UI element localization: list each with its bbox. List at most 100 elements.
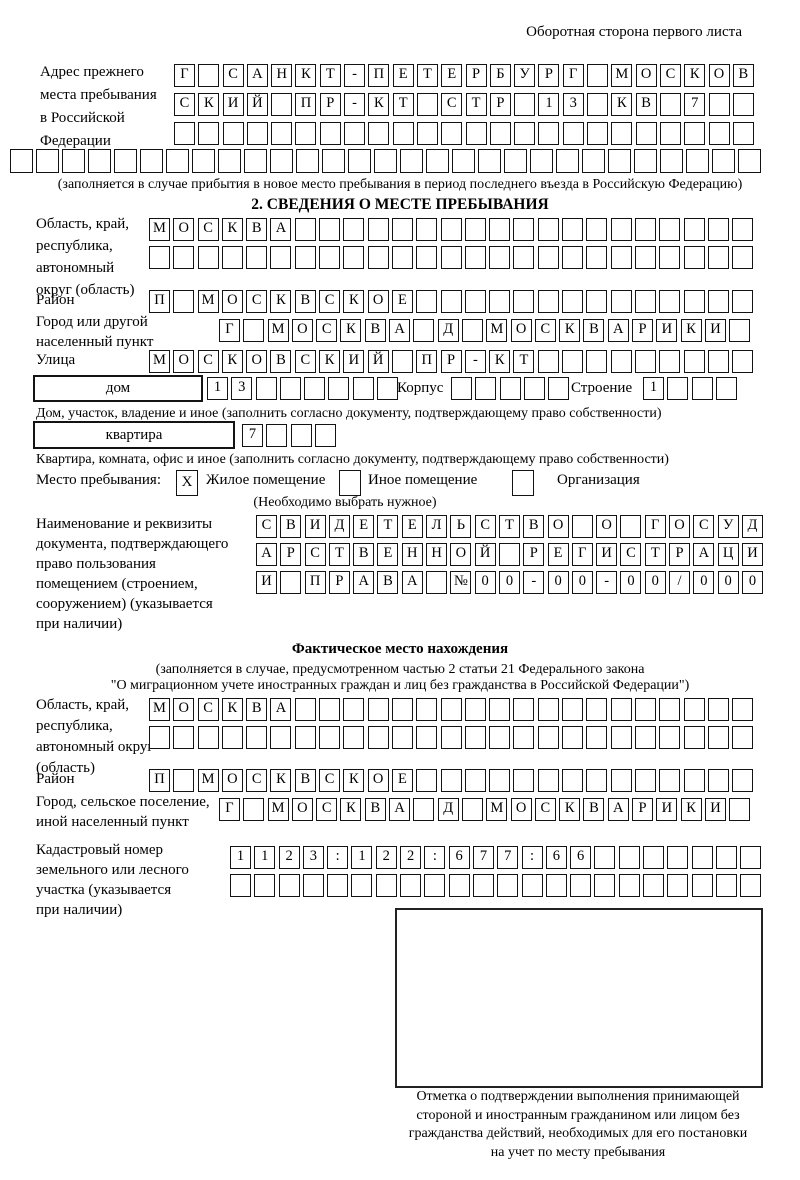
form-cell: О xyxy=(547,515,569,538)
form-cell xyxy=(659,769,681,792)
form-cell: : xyxy=(521,846,543,869)
inoe-label: Иное помещение xyxy=(368,472,478,488)
form-cell: И xyxy=(343,350,365,373)
form-cell xyxy=(513,218,535,241)
form-cell xyxy=(391,350,413,373)
form-cell: П xyxy=(304,571,326,594)
form-cell: Т xyxy=(513,350,535,373)
form-cell: Й xyxy=(246,93,268,116)
form-cell: К xyxy=(319,350,341,373)
form-cell: С xyxy=(197,698,219,721)
form-cell: 6 xyxy=(545,846,567,869)
form-cell: К xyxy=(198,93,220,116)
form-cell: С xyxy=(534,319,556,342)
form-cell xyxy=(586,698,608,721)
form-cell: 7 xyxy=(684,93,706,116)
prev-address-row-3 xyxy=(174,122,754,145)
form-cell xyxy=(740,846,762,869)
form-cell xyxy=(197,726,219,749)
form-cell xyxy=(413,319,435,342)
form-cell xyxy=(328,377,350,400)
form-cell xyxy=(198,122,220,145)
doc-label-line: Наименование и реквизиты xyxy=(36,516,213,532)
form-cell: Д xyxy=(437,798,459,821)
form-cell: К xyxy=(611,93,633,116)
form-cell: С xyxy=(659,64,681,87)
form-cell xyxy=(461,319,483,342)
form-cell xyxy=(343,698,365,721)
form-cell xyxy=(562,769,584,792)
form-cell: Ц xyxy=(717,543,739,566)
form-cell xyxy=(611,122,633,145)
form-cell xyxy=(140,149,163,173)
form-cell xyxy=(634,218,656,241)
form-cell xyxy=(489,769,511,792)
form-cell xyxy=(587,122,609,145)
form-cell xyxy=(278,874,300,897)
form-cell: В xyxy=(280,515,302,538)
form-cell: О xyxy=(510,798,532,821)
zhiloe-checkbox[interactable]: X xyxy=(176,470,198,496)
form-cell xyxy=(426,149,449,173)
form-cell: 6 xyxy=(448,846,470,869)
form-cell: К xyxy=(221,698,243,721)
form-cell xyxy=(413,798,435,821)
form-cell xyxy=(343,246,365,269)
form-cell: Е xyxy=(547,543,569,566)
inoe-checkbox[interactable] xyxy=(339,470,361,496)
form-cell: А xyxy=(607,798,629,821)
form-cell: И xyxy=(222,93,244,116)
fact-oblast-label-line: автономный округ xyxy=(36,739,154,755)
form-cell: 0 xyxy=(498,571,520,594)
form-cell xyxy=(279,377,301,400)
form-cell xyxy=(513,769,535,792)
form-cell xyxy=(587,64,609,87)
form-cell xyxy=(707,218,729,241)
kvartira-note: Квартира, комната, офис и иное (заполнит… xyxy=(36,452,669,467)
form-cell xyxy=(270,726,292,749)
form-cell: А xyxy=(389,798,411,821)
form-cell xyxy=(448,874,470,897)
form-cell xyxy=(620,515,642,538)
form-cell xyxy=(634,149,657,173)
form-cell: 0 xyxy=(717,571,739,594)
form-cell: С xyxy=(693,515,715,538)
form-cell xyxy=(246,726,268,749)
form-cell: А xyxy=(607,319,629,342)
form-cell xyxy=(114,149,137,173)
form-cell xyxy=(440,726,462,749)
form-cell xyxy=(271,122,293,145)
mesto-note: (Необходимо выбрать нужное) xyxy=(253,495,437,510)
form-cell: Т xyxy=(416,64,438,87)
form-cell xyxy=(173,769,195,792)
form-cell: 1 xyxy=(351,846,373,869)
form-cell xyxy=(634,726,656,749)
form-cell: Ь xyxy=(450,515,472,538)
form-cell xyxy=(149,726,170,749)
form-cell xyxy=(548,377,570,400)
organizatsiya-checkbox[interactable] xyxy=(512,470,534,496)
form-cell xyxy=(514,122,536,145)
form-cell xyxy=(304,377,326,400)
form-cell: Р xyxy=(319,93,341,116)
form-cell xyxy=(440,769,462,792)
form-cell xyxy=(348,149,371,173)
form-cell xyxy=(243,319,265,342)
form-cell xyxy=(489,726,511,749)
form-cell xyxy=(659,350,681,373)
form-cell xyxy=(562,726,584,749)
form-cell xyxy=(686,149,709,173)
form-cell xyxy=(610,769,632,792)
form-cell: С xyxy=(174,93,195,116)
form-cell: О xyxy=(221,290,243,313)
stamp-box xyxy=(395,908,763,1088)
form-cell xyxy=(416,769,438,792)
form-cell: К xyxy=(295,64,317,87)
form-cell xyxy=(586,726,608,749)
form-cell: Н xyxy=(401,543,423,566)
form-cell xyxy=(246,246,268,269)
